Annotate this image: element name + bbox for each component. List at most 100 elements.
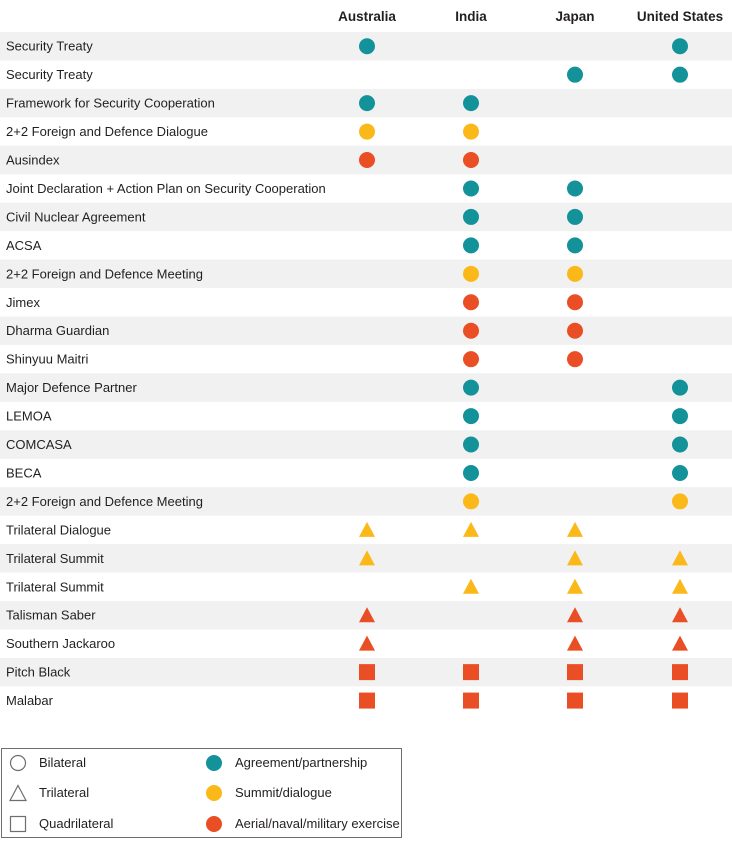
- pitch-black-australia-marker: [359, 664, 375, 681]
- pitch-black-india-marker: [463, 664, 479, 681]
- legend-summit-label: Summit/dialogue: [235, 785, 332, 800]
- 2-2-foreign-and-defence-meeting-india-marker: [463, 265, 479, 282]
- row-label: Trilateral Summit: [6, 551, 104, 566]
- square-outline-icon: [9, 815, 27, 833]
- teal-dot-icon: [206, 755, 222, 771]
- major-defence-partner-india-marker: [463, 379, 479, 396]
- jimex-india-marker: [463, 294, 479, 311]
- southern-jackaroo-australia-marker: [359, 635, 375, 651]
- row-label: Pitch Black: [6, 665, 71, 680]
- orange-dot-icon: [206, 816, 222, 832]
- row-label: BECA: [6, 465, 42, 480]
- shinyuu-maitri-india-marker: [463, 351, 479, 368]
- trilateral-dialogue-japan-marker: [567, 521, 583, 537]
- row-stripe: [0, 430, 732, 459]
- trilateral-summit-india-marker: [463, 578, 479, 594]
- 2-2-foreign-and-defence-dialogue-australia-marker: [359, 123, 375, 140]
- framework-for-security-cooperation-india-marker: [463, 95, 479, 112]
- row-label: Ausindex: [6, 153, 60, 168]
- row-label: Southern Jackaroo: [6, 636, 115, 651]
- trilateral-summit-australia-marker: [359, 550, 375, 566]
- beca-india-marker: [463, 464, 479, 481]
- comcasa-united-states-marker: [672, 436, 688, 453]
- row-label: Shinyuu Maitri: [6, 352, 88, 367]
- legend: Bilateral Trilateral Quadrilateral Agree…: [1, 748, 402, 838]
- row-label: 2+2 Foreign and Defence Dialogue: [6, 124, 208, 139]
- row-label: 2+2 Foreign and Defence Meeting: [6, 266, 203, 281]
- malabar-united-states-marker: [672, 692, 688, 709]
- row-label: Trilateral Dialogue: [6, 522, 111, 537]
- major-defence-partner-united-states-marker: [672, 379, 688, 396]
- 2-2-foreign-and-defence-meeting-united-states-marker: [672, 493, 688, 510]
- row-label: ACSA: [6, 238, 42, 253]
- 2-2-foreign-and-defence-dialogue-india-marker: [463, 123, 479, 140]
- legend-agreement-label: Agreement/partnership: [235, 755, 368, 770]
- civil-nuclear-agreement-japan-marker: [567, 208, 583, 225]
- column-header-japan: Japan: [555, 9, 594, 24]
- trilateral-summit-united-states-marker: [672, 578, 688, 594]
- row-label: LEMOA: [6, 409, 52, 424]
- row-stripe: [0, 373, 732, 402]
- beca-united-states-marker: [672, 464, 688, 481]
- row-label: Malabar: [6, 693, 54, 708]
- row-label: Civil Nuclear Agreement: [6, 209, 146, 224]
- southern-jackaroo-united-states-marker: [672, 635, 688, 651]
- triangle-outline-icon: [9, 784, 27, 802]
- malabar-india-marker: [463, 692, 479, 709]
- trilateral-summit-united-states-marker: [672, 550, 688, 566]
- row-label: Security Treaty: [6, 67, 93, 82]
- talisman-saber-australia-marker: [359, 607, 375, 623]
- comcasa-india-marker: [463, 436, 479, 453]
- security-treaty-united-states-marker: [672, 38, 688, 55]
- joint-declaration-action-plan-on-security-cooperation-india-marker: [463, 180, 479, 197]
- lemoa-united-states-marker: [672, 408, 688, 425]
- acsa-india-marker: [463, 237, 479, 254]
- row-label: 2+2 Foreign and Defence Meeting: [6, 494, 203, 509]
- row-label: Joint Declaration + Action Plan on Secur…: [6, 181, 326, 196]
- shinyuu-maitri-japan-marker: [567, 351, 583, 368]
- 2-2-foreign-and-defence-meeting-india-marker: [463, 493, 479, 510]
- circle-outline-icon: [9, 754, 27, 772]
- talisman-saber-japan-marker: [567, 607, 583, 623]
- row-stripe: [0, 487, 732, 516]
- trilateral-dialogue-australia-marker: [359, 521, 375, 537]
- framework-for-security-cooperation-australia-marker: [359, 95, 375, 112]
- security-treaty-united-states-marker: [672, 66, 688, 83]
- row-stripe: [0, 259, 732, 289]
- acsa-japan-marker: [567, 237, 583, 254]
- trilateral-summit-japan-marker: [567, 578, 583, 594]
- row-label: Major Defence Partner: [6, 380, 137, 395]
- column-header-australia: Australia: [338, 9, 396, 24]
- dharma-guardian-japan-marker: [567, 322, 583, 339]
- trilateral-dialogue-india-marker: [463, 521, 479, 537]
- column-header-india: India: [455, 9, 487, 24]
- row-stripe: [0, 202, 732, 232]
- legend-quadrilateral-label: Quadrilateral: [39, 816, 114, 831]
- malabar-japan-marker: [567, 692, 583, 709]
- 2-2-foreign-and-defence-meeting-japan-marker: [567, 265, 583, 282]
- legend-trilateral-label: Trilateral: [39, 785, 90, 800]
- joint-declaration-action-plan-on-security-cooperation-japan-marker: [567, 180, 583, 197]
- row-label: Trilateral Summit: [6, 579, 104, 594]
- row-label: Jimex: [6, 295, 40, 310]
- legend-exercise-label: Aerial/naval/military exercise: [235, 816, 400, 831]
- civil-nuclear-agreement-india-marker: [463, 208, 479, 225]
- security-treaty-australia-marker: [359, 38, 375, 55]
- lemoa-india-marker: [463, 408, 479, 425]
- row-label: COMCASA: [6, 437, 72, 452]
- talisman-saber-united-states-marker: [672, 607, 688, 623]
- pitch-black-japan-marker: [567, 664, 583, 681]
- jimex-japan-marker: [567, 294, 583, 311]
- column-header-united-states: United States: [637, 9, 723, 24]
- row-label: Security Treaty: [6, 39, 93, 54]
- pitch-black-united-states-marker: [672, 664, 688, 681]
- malabar-australia-marker: [359, 692, 375, 709]
- ausindex-australia-marker: [359, 152, 375, 169]
- legend-bilateral-label: Bilateral: [39, 755, 86, 770]
- southern-jackaroo-japan-marker: [567, 635, 583, 651]
- yellow-dot-icon: [206, 785, 222, 801]
- row-label: Talisman Saber: [6, 608, 96, 623]
- row-stripe: [0, 316, 732, 345]
- row-label: Dharma Guardian: [6, 323, 109, 338]
- ausindex-india-marker: [463, 152, 479, 169]
